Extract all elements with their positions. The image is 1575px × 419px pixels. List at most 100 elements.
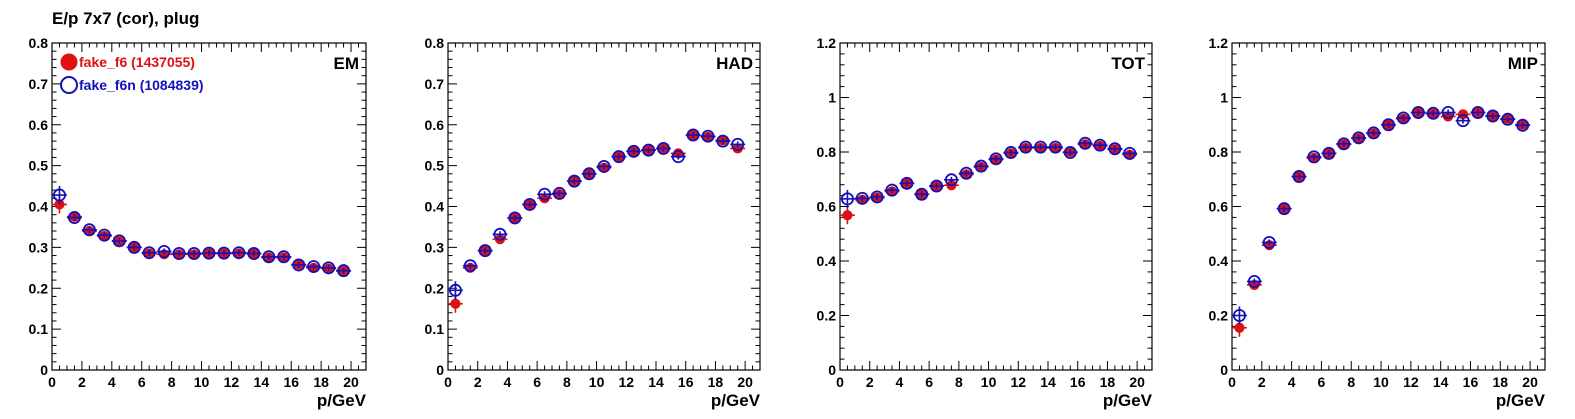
marker-open-circle [1426, 106, 1440, 120]
x-tick-label: 16 [1463, 374, 1479, 390]
legend-marker-filled-circle [60, 53, 78, 71]
data-point [1425, 106, 1441, 120]
marker-open-circle [247, 247, 261, 261]
y-tick-label: 0 [1220, 362, 1228, 378]
data-point [958, 166, 974, 180]
x-tick-label: 16 [1070, 374, 1086, 390]
data-point [1261, 235, 1277, 249]
data-point [1048, 140, 1063, 154]
y-tick-label: 0.8 [1209, 144, 1229, 160]
marker-open-circle [97, 228, 111, 242]
marker-open-circle [187, 247, 201, 261]
data-point [581, 167, 597, 181]
marker-open-circle [627, 144, 641, 158]
data-point [1485, 109, 1501, 123]
data-point [730, 137, 746, 151]
marker-open-circle [1382, 118, 1396, 132]
marker-open-circle [671, 150, 685, 164]
data-point [884, 183, 900, 197]
data-point [670, 150, 686, 164]
data-point [1232, 318, 1247, 337]
x-tick-label: 2 [866, 374, 874, 390]
data-point [1003, 146, 1019, 160]
data-point [231, 246, 247, 260]
x-tick-label: 14 [1433, 374, 1449, 390]
data-point [1470, 105, 1486, 119]
panel-mip: 0 2 4 6 8 10 12 14 16 18 20 0 0.2 0.4 0.6 0.8 1 1.2 p/GeV M… [1209, 35, 1546, 410]
marker-open-circle [855, 191, 869, 205]
data-point [141, 246, 157, 260]
legend-label: fake_f6n (1084839) [79, 77, 204, 93]
marker-open-circle [900, 176, 914, 190]
y-tick-label: 0.1 [29, 321, 49, 337]
series-fake-f6 [840, 139, 1138, 225]
marker-open-circle [686, 128, 700, 142]
marker-open-circle [642, 143, 656, 157]
x-tick-label: 12 [224, 374, 240, 390]
panel-tot: 0 2 4 6 8 10 12 14 16 18 20 0 0.2 0.4 0.6 0.8 1 1.2 p/GeV T… [817, 35, 1153, 410]
y-tick-label: 0.2 [1209, 308, 1229, 324]
marker-open-circle [127, 240, 141, 254]
x-tick-label: 10 [1373, 374, 1389, 390]
data-point [929, 179, 944, 193]
marker-open-circle [1516, 118, 1530, 132]
data-point [321, 261, 337, 275]
marker-open-circle [523, 197, 537, 211]
x-tick-label: 4 [504, 374, 512, 390]
x-tick-label: 6 [533, 374, 541, 390]
panel-label: EM [334, 54, 360, 73]
data-point [186, 247, 202, 261]
marker-open-circle [944, 173, 958, 187]
data-point [611, 150, 627, 164]
marker-open-circle [974, 159, 988, 173]
marker-open-circle [202, 246, 216, 260]
y-tick-label: 0.7 [29, 76, 49, 92]
data-point [1321, 146, 1337, 160]
marker-open-circle [292, 258, 306, 272]
marker-open-circle [1019, 140, 1033, 154]
x-tick-label: 2 [78, 374, 86, 390]
x-tick-label: 4 [108, 374, 116, 390]
y-tick-label: 0.4 [425, 199, 445, 215]
data-point [216, 246, 232, 260]
marker-open-circle [1396, 111, 1410, 125]
marker-open-circle [567, 174, 581, 188]
y-tick-label: 0 [828, 362, 836, 378]
data-point [492, 227, 508, 241]
panel-label: TOT [1111, 54, 1145, 73]
marker-open-circle [1004, 146, 1018, 160]
y-tick-label: 0.2 [425, 280, 445, 296]
marker-open-circle [322, 261, 336, 275]
marker-filled-circle [450, 298, 461, 309]
y-tick-label: 0.8 [425, 35, 445, 51]
data-point [66, 211, 82, 225]
marker-open-circle [232, 246, 246, 260]
x-tick-label: 16 [678, 374, 694, 390]
x-tick-label: 14 [648, 374, 664, 390]
data-point [448, 281, 463, 300]
x-tick-label: 8 [168, 374, 176, 390]
y-tick-label: 1 [1220, 90, 1228, 106]
data-point [700, 129, 716, 143]
marker-open-circle [1352, 131, 1366, 145]
marker-open-circle [463, 259, 477, 273]
marker-open-circle [1093, 138, 1107, 152]
legend: fake_f6 (1437055) fake_f6n (1084839) [60, 53, 204, 94]
data-point [685, 128, 701, 142]
data-point [869, 190, 885, 204]
x-tick-label: 10 [981, 374, 997, 390]
marker-open-circle [172, 247, 186, 261]
data-point [171, 247, 187, 261]
x-tick-label: 6 [1318, 374, 1326, 390]
data-point [840, 206, 855, 225]
marker-open-circle [1277, 202, 1291, 216]
marker-open-circle [1108, 142, 1122, 156]
y-tick-label: 0.3 [29, 239, 49, 255]
x-tick-label: 20 [1522, 374, 1538, 390]
data-point [1033, 140, 1048, 154]
data-point [1515, 118, 1531, 132]
marker-open-circle [959, 166, 973, 180]
marker-open-circle [448, 283, 462, 297]
x-tick-label: 4 [1288, 374, 1296, 390]
marker-open-circle [870, 190, 884, 204]
